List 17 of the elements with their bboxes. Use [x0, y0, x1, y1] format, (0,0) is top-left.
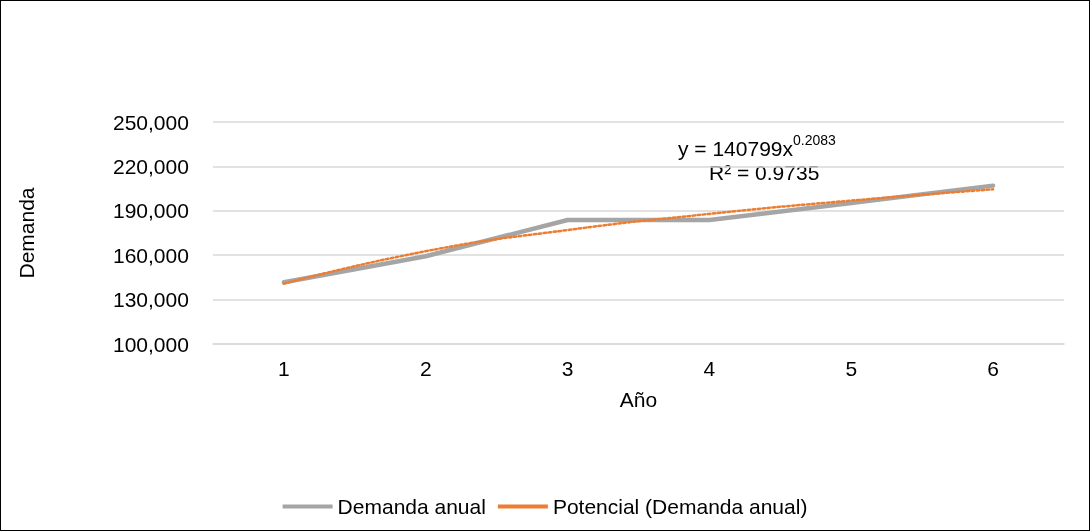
legend-label: Demanda anual: [337, 495, 486, 518]
y-tick-label: 100,000: [113, 332, 189, 356]
y-tick-label: 160,000: [113, 243, 189, 267]
x-tick-label: 1: [278, 357, 290, 380]
y-tick-label: 130,000: [113, 288, 189, 312]
x-tick-label: 4: [703, 357, 716, 380]
y-tick-label: 250,000: [113, 110, 189, 134]
x-axis-title: Año: [619, 388, 658, 411]
y-tick-label: 190,000: [113, 199, 189, 223]
x-tick-label: 2: [419, 357, 432, 380]
x-tick-label: 5: [845, 357, 858, 380]
x-tick-label: 6: [987, 357, 999, 380]
y-axis-title: Demanda: [15, 187, 38, 279]
y-tick-label: 220,000: [113, 154, 189, 178]
x-tick-label: 3: [561, 357, 574, 380]
annotation: R² = 0.9735: [709, 161, 820, 184]
legend-label: Potencial (Demanda anual): [552, 495, 808, 518]
